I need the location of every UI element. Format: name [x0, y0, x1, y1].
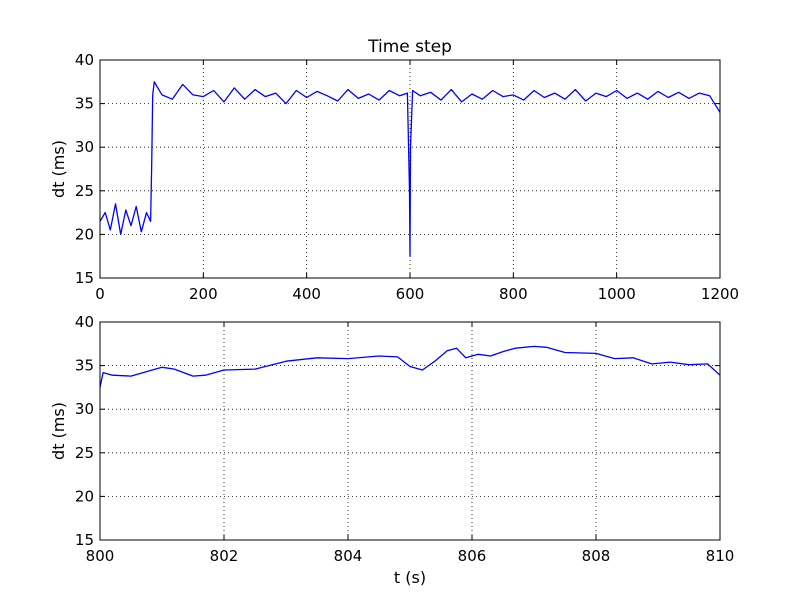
top-chart-xtick-label: 600 — [396, 285, 425, 303]
top-chart: Time step dt (ms) 0 200 400 600 800 1000 1200 1… — [49, 37, 739, 303]
top-chart-series-line — [100, 81, 720, 257]
top-chart-title: Time step — [367, 37, 452, 57]
top-chart-frame — [99, 59, 721, 279]
top-chart-ytick-label: 25 — [75, 182, 94, 200]
top-chart-ytick-label: 15 — [75, 269, 94, 287]
top-chart-ylabel: dt (ms) — [49, 140, 68, 198]
bottom-chart-ytick-label: 15 — [75, 531, 94, 549]
top-chart-xtick-label: 200 — [189, 285, 218, 303]
bottom-chart-xtick-label: 808 — [582, 547, 611, 565]
top-chart-ytick-label: 35 — [75, 95, 94, 113]
bottom-chart: dt (ms) t (s) 800 802 804 806 808 810 15 20 25 30… — [49, 313, 734, 587]
top-chart-ticks: 0 200 400 600 800 1000 1200 15 20 25 30 35 40 — [75, 51, 739, 303]
top-chart-xtick-label: 800 — [499, 285, 528, 303]
top-chart-xtick-label: 400 — [292, 285, 321, 303]
bottom-chart-xtick-label: 800 — [86, 547, 115, 565]
bottom-chart-xtick-label: 810 — [706, 547, 735, 565]
top-chart-series — [100, 81, 720, 257]
bottom-chart-ylabel: dt (ms) — [49, 402, 68, 460]
bottom-chart-frame — [99, 321, 721, 541]
top-chart-ytick-label: 20 — [75, 225, 94, 243]
bottom-chart-ytick-label: 25 — [75, 444, 94, 462]
bottom-chart-xlabel: t (s) — [394, 568, 426, 587]
bottom-chart-series-line — [100, 345, 720, 388]
bottom-chart-xtick-label: 804 — [334, 547, 363, 565]
bottom-chart-ytick-label: 20 — [75, 487, 94, 505]
top-chart-ytick-label: 40 — [75, 51, 94, 69]
bottom-chart-ytick-label: 40 — [75, 313, 94, 331]
top-chart-xtick-label: 0 — [95, 285, 105, 303]
bottom-chart-ytick-label: 35 — [75, 357, 94, 375]
bottom-chart-series — [100, 345, 720, 388]
bottom-chart-ticks: 800 802 804 806 808 810 15 20 25 30 35 40 — [75, 313, 734, 565]
bottom-chart-ytick-label: 30 — [75, 400, 94, 418]
bottom-chart-xtick-label: 802 — [210, 547, 239, 565]
top-chart-xtick-label: 1200 — [701, 285, 739, 303]
top-chart-xtick-label: 1000 — [598, 285, 636, 303]
top-chart-ytick-label: 30 — [75, 138, 94, 156]
bottom-chart-xtick-label: 806 — [458, 547, 487, 565]
